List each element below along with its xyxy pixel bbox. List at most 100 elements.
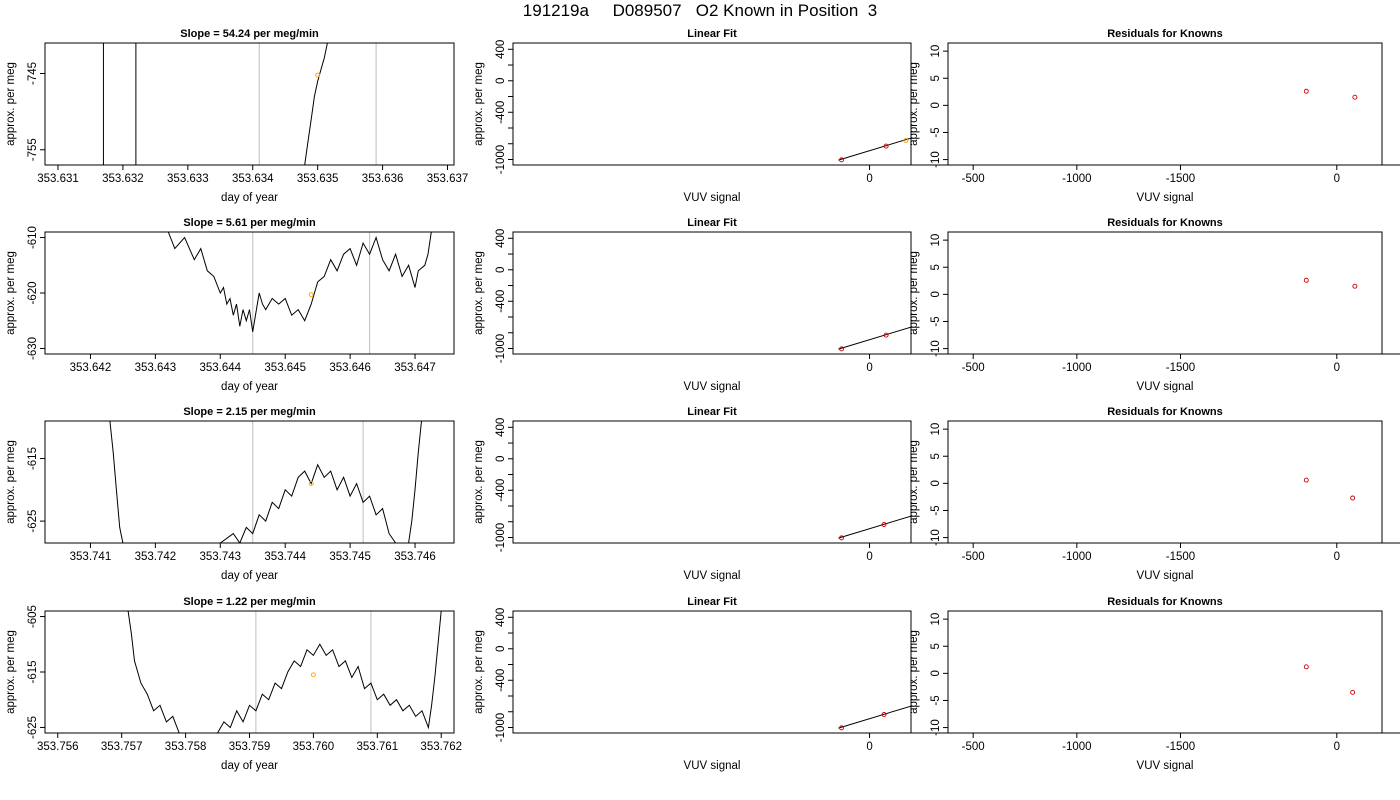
- plot-area: [1303, 277, 1394, 340]
- known-point: [1390, 147, 1394, 151]
- y-tick-label: -630: [27, 337, 39, 360]
- plot-area: [109, 421, 422, 543]
- x-tick-label: 0: [1334, 173, 1340, 185]
- panel-title: Slope = 5.61 per meg/min: [183, 217, 316, 229]
- known-point: [883, 143, 889, 149]
- x-tick-label: 353.643: [135, 362, 177, 374]
- x-tick-label: -500: [962, 741, 985, 753]
- fit-line: [838, 326, 911, 350]
- known-point: [1303, 477, 1309, 483]
- fit-line: [838, 515, 911, 539]
- x-tick-label: 353.757: [101, 741, 143, 753]
- y-axis-label: approx. per meg: [473, 251, 485, 335]
- chart-panel-slope-4: Slope = 1.22 per meg/min 353.756 353.757 35…: [5, 596, 462, 772]
- y-tick-label: 0: [495, 78, 507, 84]
- panel-title: Linear Fit: [687, 406, 737, 418]
- known-point: [839, 535, 845, 541]
- y-tick-label: 0: [495, 456, 507, 462]
- y-axis-label: approx. per meg: [473, 62, 485, 146]
- plot-frame: [512, 42, 912, 166]
- plot-frame: [44, 610, 455, 734]
- x-tick-label: -1500: [1166, 362, 1195, 374]
- x-axis-label: VUV signal: [1137, 570, 1194, 582]
- plot-frame: [512, 610, 912, 734]
- x-tick-label: -1000: [1062, 551, 1091, 563]
- x-axis-label: VUV signal: [1137, 760, 1194, 772]
- y-axis-label: approx. per meg: [908, 251, 920, 335]
- y-tick-label: 400: [495, 229, 507, 248]
- x-tick-label: 353.636: [362, 173, 404, 185]
- x-tick-label: -1000: [1062, 741, 1091, 753]
- known-point: [973, 117, 977, 121]
- x-tick-label: 353.645: [264, 362, 306, 374]
- plot-area: [838, 117, 977, 163]
- x-tick-label: 0: [1334, 362, 1340, 374]
- y-tick-label: -5: [930, 505, 942, 515]
- y-tick-label: -10: [930, 719, 942, 736]
- x-axis-label: day of year: [221, 381, 278, 393]
- plot-frame: [44, 231, 455, 355]
- chart-panel-fit-1: Linear Fit -1500 -1000 -500 0 VUV signal 400 0 -…: [473, 28, 1195, 204]
- known-point: [1390, 336, 1394, 340]
- y-tick-label: -615: [27, 660, 39, 683]
- x-tick-label: 0: [866, 741, 872, 753]
- known-point: [839, 725, 845, 731]
- trace-line: [408, 421, 422, 543]
- chart-panel-slope-3: Slope = 2.15 per meg/min 353.741 353.742 35…: [5, 406, 455, 582]
- known-point: [839, 346, 845, 352]
- x-tick-label: 353.647: [394, 362, 436, 374]
- panel-title: Residuals for Knowns: [1107, 217, 1223, 229]
- x-tick-label: 353.637: [427, 173, 469, 185]
- plot-frame: [512, 231, 912, 355]
- x-tick-label: 353.759: [229, 741, 271, 753]
- chart-panel-fit-3: Linear Fit -1500 -1000 -500 0 VUV signal 400 0 -…: [473, 406, 1195, 582]
- x-tick-label: 353.646: [329, 362, 371, 374]
- y-tick-label: 10: [930, 234, 942, 247]
- y-tick-label: 400: [495, 608, 507, 627]
- x-tick-label: 353.760: [293, 741, 335, 753]
- fit-line: [838, 137, 911, 161]
- known-point: [1352, 94, 1358, 100]
- y-tick-label: 5: [930, 453, 942, 459]
- x-tick-label: 353.762: [420, 741, 462, 753]
- trace-line: [304, 43, 328, 165]
- y-tick-label: -755: [27, 138, 39, 161]
- y-axis-label: approx. per meg: [473, 440, 485, 524]
- x-tick-label: 353.741: [70, 551, 112, 563]
- x-tick-label: 353.633: [167, 173, 209, 185]
- y-axis-label: approx. per meg: [908, 62, 920, 146]
- known-point: [1350, 495, 1356, 501]
- y-tick-label: 0: [930, 102, 942, 108]
- y-tick-label: -745: [27, 62, 39, 85]
- y-tick-label: 0: [495, 646, 507, 652]
- x-tick-label: -1500: [1166, 741, 1195, 753]
- chart-panel-fit-2: Linear Fit -1500 -1000 -500 0 VUV signal 400 0 -…: [473, 217, 1195, 393]
- chart-panel-residuals-4: Residuals for Knowns -1500 -1000 -500 0 VUV s…: [908, 596, 1400, 772]
- plot-frame: [947, 231, 1383, 355]
- plot-area: [838, 705, 911, 731]
- plot-area: [127, 611, 442, 733]
- y-tick-label: 0: [930, 291, 942, 297]
- known-point: [883, 332, 889, 338]
- panel-title: Residuals for Knowns: [1107, 28, 1223, 40]
- plot-area: [838, 515, 911, 541]
- trace-line: [217, 611, 442, 733]
- chart-panel-residuals-1: Residuals for Knowns -1500 -1000 -500 0 VUV s…: [908, 28, 1400, 204]
- trace-line: [220, 463, 397, 543]
- x-axis-label: day of year: [221, 570, 278, 582]
- y-tick-label: 10: [930, 423, 942, 436]
- panel-title: Slope = 2.15 per meg/min: [183, 406, 316, 418]
- x-tick-label: -1000: [1062, 173, 1091, 185]
- x-tick-label: 0: [866, 551, 872, 563]
- panel-title: Linear Fit: [687, 596, 737, 608]
- x-tick-label: 353.761: [357, 741, 399, 753]
- known-point: [1303, 277, 1309, 283]
- y-tick-label: -625: [27, 510, 39, 533]
- y-tick-label: 10: [930, 45, 942, 58]
- trace-line: [167, 232, 432, 332]
- y-tick-label: -605: [27, 605, 39, 628]
- y-tick-label: -615: [27, 447, 39, 470]
- known-point: [881, 522, 887, 527]
- y-tick-label: 400: [495, 418, 507, 437]
